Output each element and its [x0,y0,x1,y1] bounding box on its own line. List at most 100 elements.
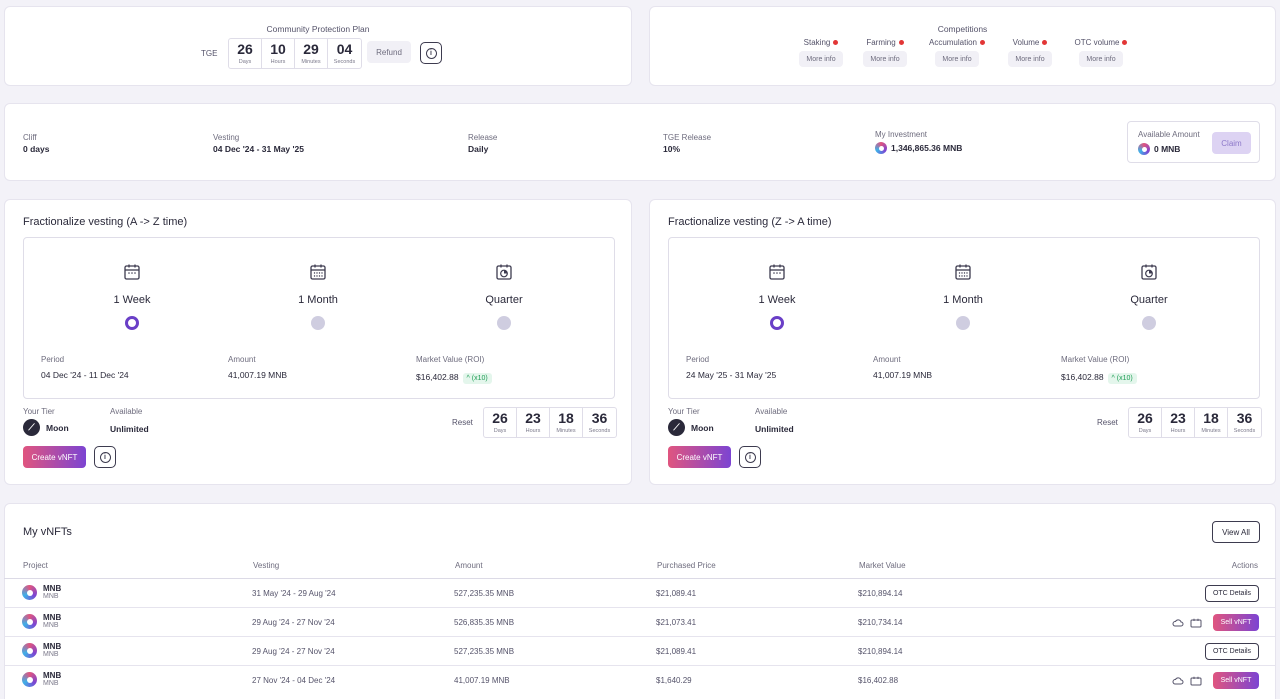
competition-volume: Volume More info [1007,38,1053,67]
option-radio[interactable] [311,316,325,330]
reset-countdown: 26 Days 23 Hours 18 Minutes 36 Seconds [483,407,617,438]
volume-more-info-button[interactable]: More info [1008,51,1052,67]
moon-tier-icon: ⟋ [23,419,40,436]
otc-details-button[interactable]: OTC Details [1205,643,1259,660]
farming-more-info-button[interactable]: More info [863,51,907,67]
amount-cell: 527,235.35 MNB [454,647,515,656]
reset-label: Reset [452,418,473,427]
status-dot [1122,40,1128,46]
amount-cell: 526,835.35 MNB [454,618,515,627]
countdown-hours: 10 Hours [262,39,295,68]
create-vnft-button[interactable]: Create vNFT [23,446,86,468]
competition-otc-volume: OTC volume More info [1068,38,1134,67]
col-project: Project [23,561,48,570]
claim-button[interactable]: Claim [1212,132,1251,154]
option-1-month[interactable]: 1 Month [903,263,1023,330]
tge-release-info: TGE Release 10% [663,133,712,154]
countdown-hours: 23 Hours [1162,408,1195,437]
transfer-icon[interactable] [1190,618,1202,628]
calendar-pie-icon [1141,264,1157,280]
create-info-button[interactable]: i [739,446,761,468]
amount-cell: 527,235.35 MNB [454,589,515,598]
release-info: Release Daily [468,133,498,154]
investment-info: My Investment 1,346,865.36 MNB [875,130,963,154]
project-cell: MNB MNB [22,672,61,687]
create-info-button[interactable]: i [94,446,116,468]
availability-info: Available Unlimited [110,407,149,434]
protection-info-button[interactable]: i [420,42,442,64]
period-info: Period 04 Dec '24 - 11 Dec '24 [41,355,129,380]
vesting-summary-card: Cliff 0 days Vesting 04 Dec '24 - 31 May… [4,103,1276,181]
otc-volume-more-info-button[interactable]: More info [1079,51,1123,67]
table-row: MNB MNB 31 May '24 - 29 Aug '24 527,235.3… [4,578,1276,607]
competitions-card: Competitions Staking More info Farming M… [649,6,1276,86]
vesting-cell: 27 Nov '24 - 04 Dec '24 [252,676,336,685]
tge-countdown: 26 Days 10 Hours 29 Minutes 04 Seconds [228,38,362,69]
option-radio-selected[interactable] [125,316,139,330]
col-market-value: Market Value [859,561,906,570]
vesting-info: Vesting 04 Dec '24 - 31 May '25 [213,133,304,154]
mnb-token-icon [22,614,37,629]
vesting-cell: 29 Aug '24 - 27 Nov '24 [252,618,335,627]
mnb-token-icon [22,672,37,687]
info-icon: i [744,451,756,463]
mnb-token-icon [875,142,887,154]
option-1-month[interactable]: 1 Month [258,263,378,330]
cloud-sync-icon[interactable] [1172,676,1184,686]
market-cell: $210,734.14 [858,618,903,627]
staking-more-info-button[interactable]: More info [799,51,843,67]
col-purchased-price: Purchased Price [657,561,716,570]
table-row: MNB MNB 29 Aug '24 - 27 Nov '24 526,835.3… [4,607,1276,636]
vesting-cell: 29 Aug '24 - 27 Nov '24 [252,647,335,656]
countdown-minutes: 18 Minutes [1195,408,1228,437]
available-amount-box: Available Amount 0 MNB Claim [1127,121,1260,163]
countdown-days: 26 Days [1129,408,1162,437]
transfer-icon[interactable] [1190,676,1202,686]
option-radio[interactable] [497,316,511,330]
option-1-week[interactable]: 1 Week [72,263,192,330]
countdown-days: 26 Days [229,39,262,68]
status-dot [980,40,986,46]
countdown-hours: 23 Hours [517,408,550,437]
calendar-grid-icon [955,264,971,280]
sell-vnft-button[interactable]: Sell vNFT [1213,614,1259,631]
accumulation-more-info-button[interactable]: More info [935,51,979,67]
option-1-week[interactable]: 1 Week [717,263,837,330]
calendar-pie-icon [496,264,512,280]
mnb-token-icon [1138,143,1150,155]
price-cell: $21,073.41 [656,618,697,627]
competition-staking: Staking More info [798,38,844,67]
tier-info: Your Tier ⟋ Moon [23,407,69,436]
cloud-sync-icon[interactable] [1172,618,1184,628]
vnfts-title: My vNFTs [23,526,72,538]
market-cell: $210,894.14 [858,589,903,598]
option-radio[interactable] [1142,316,1156,330]
table-row: MNB MNB 27 Nov '24 - 04 Dec '24 41,007.19… [4,665,1276,694]
refund-button[interactable]: Refund [367,41,411,63]
project-cell: MNB MNB [22,614,61,629]
option-radio[interactable] [956,316,970,330]
calendar-icon [124,264,140,280]
countdown-seconds: 36 Seconds [1233,409,1256,435]
table-row: MNB MNB 29 Aug '24 - 27 Nov '24 527,235.3… [4,636,1276,665]
price-cell: $21,089.41 [656,647,697,656]
option-quarter[interactable]: Quarter [444,263,564,330]
amount-info: Amount 41,007.19 MNB [228,355,288,380]
panel-title: Fractionalize vesting (Z -> A time) [668,216,832,228]
market-cell: $16,402.88 [858,676,899,685]
roi-badge: ^ (x10) [1107,373,1137,384]
project-cell: MNB MNB [22,643,61,658]
tier-info: Your Tier ⟋ Moon [668,407,714,436]
mnb-token-icon [22,643,37,658]
option-radio-selected[interactable] [770,316,784,330]
status-dot [833,40,839,46]
view-all-button[interactable]: View All [1212,521,1260,543]
countdown-days: 26 Days [484,408,517,437]
otc-details-button[interactable]: OTC Details [1205,585,1259,602]
fractionalize-panel-za: Fractionalize vesting (Z -> A time) 1 We… [649,199,1276,485]
option-quarter[interactable]: Quarter [1089,263,1209,330]
create-vnft-button[interactable]: Create vNFT [668,446,731,468]
sell-vnft-button[interactable]: Sell vNFT [1213,672,1259,689]
market-value-info: Market Value (ROI) $16,402.88 ^ (x10) [1061,355,1137,385]
col-amount: Amount [455,561,483,570]
